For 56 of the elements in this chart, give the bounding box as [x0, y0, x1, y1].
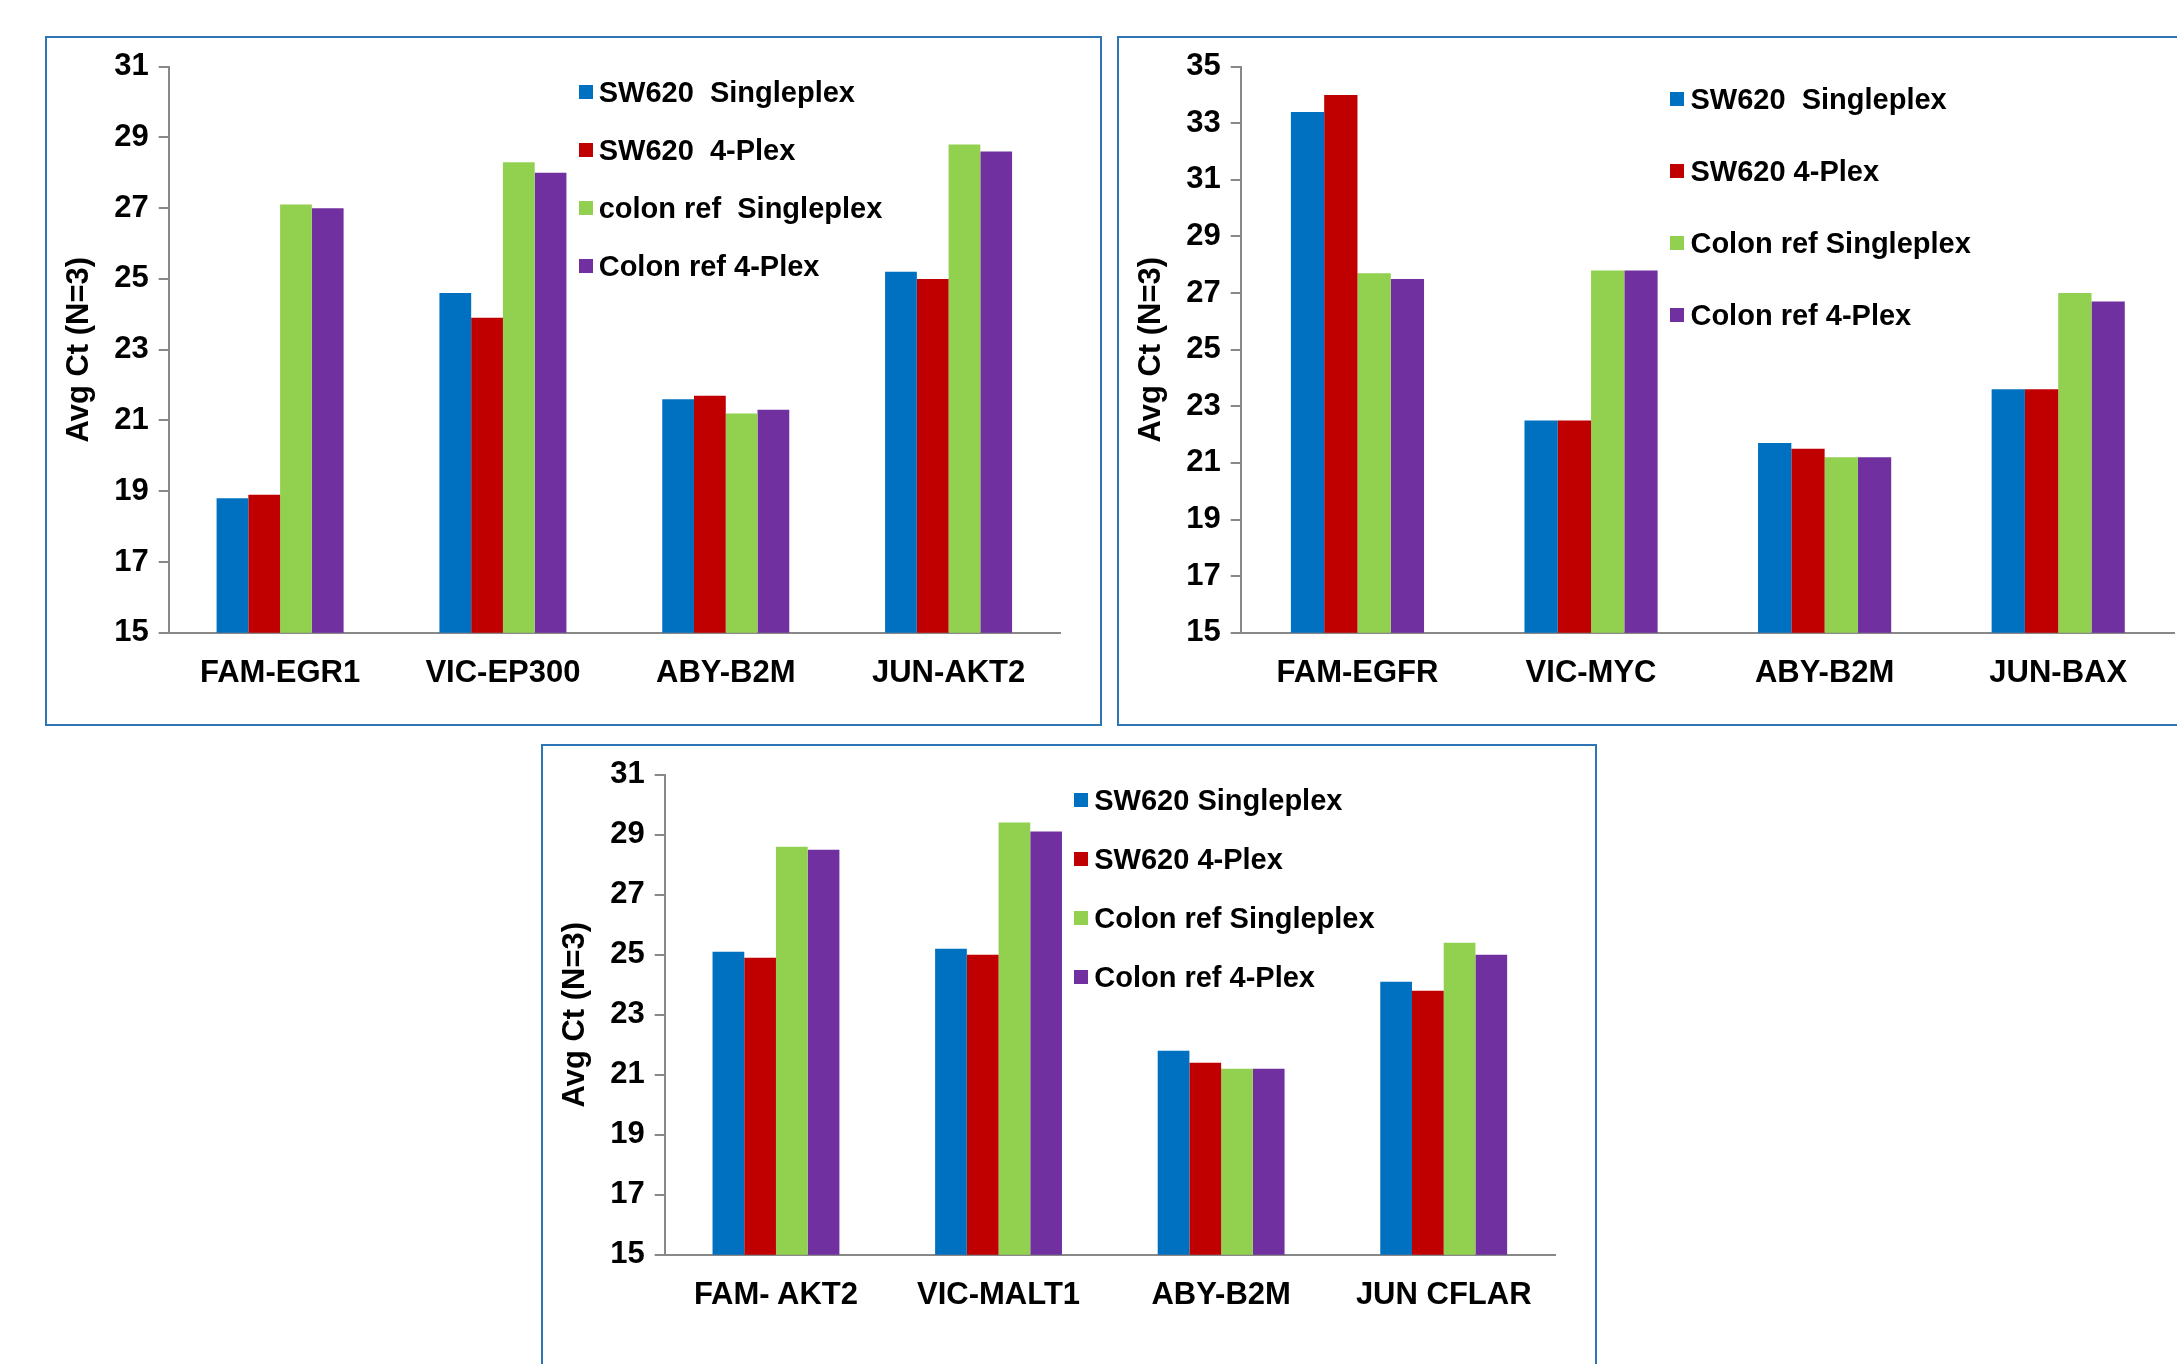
- legend-label: Colon ref 4-Plex: [1690, 297, 1912, 332]
- y-tick-label: 29: [610, 815, 645, 851]
- x-tick-label: VIC-EP300: [425, 653, 581, 689]
- legend-label: SW620 4-Plex: [1094, 842, 1283, 877]
- y-tick-label: 15: [1186, 613, 1221, 649]
- x-tick-label: FAM-EGR1: [200, 653, 361, 689]
- y-tick-label: 31: [114, 47, 149, 83]
- y-axis-title: Avg Ct (N=3): [556, 921, 592, 1108]
- legend-label: SW620 Singleplex: [1690, 81, 1947, 116]
- y-tick-label: 25: [610, 935, 645, 971]
- y-tick-label: 17: [610, 1175, 645, 1211]
- legend-label: Colon ref Singleplex: [1094, 901, 1375, 936]
- y-axis-title: Avg Ct (N=3): [1132, 256, 1168, 443]
- y-tick-label: 23: [114, 330, 149, 366]
- y-tick-label: 19: [610, 1115, 645, 1151]
- x-tick-label: FAM- AKT2: [693, 1275, 859, 1311]
- x-tick-label: VIC-MALT1: [917, 1275, 1081, 1311]
- y-tick-label: 33: [1186, 103, 1221, 139]
- x-tick-label: VIC-MYC: [1525, 653, 1657, 689]
- legend-label: Colon ref 4-Plex: [598, 248, 820, 283]
- y-tick-label: 15: [114, 613, 149, 649]
- y-tick-label: 23: [610, 995, 645, 1031]
- y-tick-label: 29: [114, 117, 149, 153]
- y-tick-label: 31: [610, 755, 645, 791]
- legend-label: SW620 Singleplex: [598, 74, 855, 109]
- y-tick-label: 23: [1186, 386, 1221, 422]
- y-tick-label: 17: [1186, 556, 1221, 592]
- y-tick-label: 29: [1186, 217, 1221, 253]
- legend-label: Colon ref 4-Plex: [1094, 960, 1315, 995]
- legend-label: Colon ref Singleplex: [1690, 225, 1971, 260]
- y-tick-label: 27: [114, 188, 149, 224]
- y-tick-label: 21: [610, 1055, 645, 1091]
- y-tick-label: 17: [114, 542, 149, 578]
- y-tick-label: 19: [1186, 500, 1221, 536]
- y-tick-label: 21: [1186, 443, 1221, 479]
- legend-label: colon ref Singleplex: [598, 190, 883, 225]
- y-tick-label: 27: [610, 875, 645, 911]
- x-tick-label: ABY-B2M: [656, 653, 796, 689]
- y-axis-title: Avg Ct (N=3): [60, 256, 96, 443]
- x-tick-label: JUN-BAX: [1989, 653, 2128, 689]
- x-tick-label: JUN-AKT2: [871, 653, 1026, 689]
- legend-label: SW620 4-Plex: [1690, 153, 1880, 188]
- legend-label: SW620 Singleplex: [1094, 783, 1343, 818]
- y-tick-label: 15: [610, 1235, 645, 1271]
- y-tick-label: 25: [114, 259, 149, 295]
- y-tick-label: 27: [1186, 273, 1221, 309]
- y-tick-label: 31: [1186, 160, 1221, 196]
- legend-label: SW620 4-Plex: [598, 132, 796, 167]
- x-tick-label: ABY-B2M: [1754, 653, 1895, 689]
- x-tick-label: FAM-EGFR: [1276, 653, 1439, 689]
- y-tick-label: 19: [114, 471, 149, 507]
- y-tick-label: 25: [1186, 330, 1221, 366]
- y-tick-label: 35: [1186, 47, 1221, 83]
- x-tick-label: JUN CFLAR: [1355, 1275, 1532, 1311]
- y-tick-label: 21: [114, 401, 149, 437]
- x-tick-label: ABY-B2M: [1151, 1275, 1291, 1311]
